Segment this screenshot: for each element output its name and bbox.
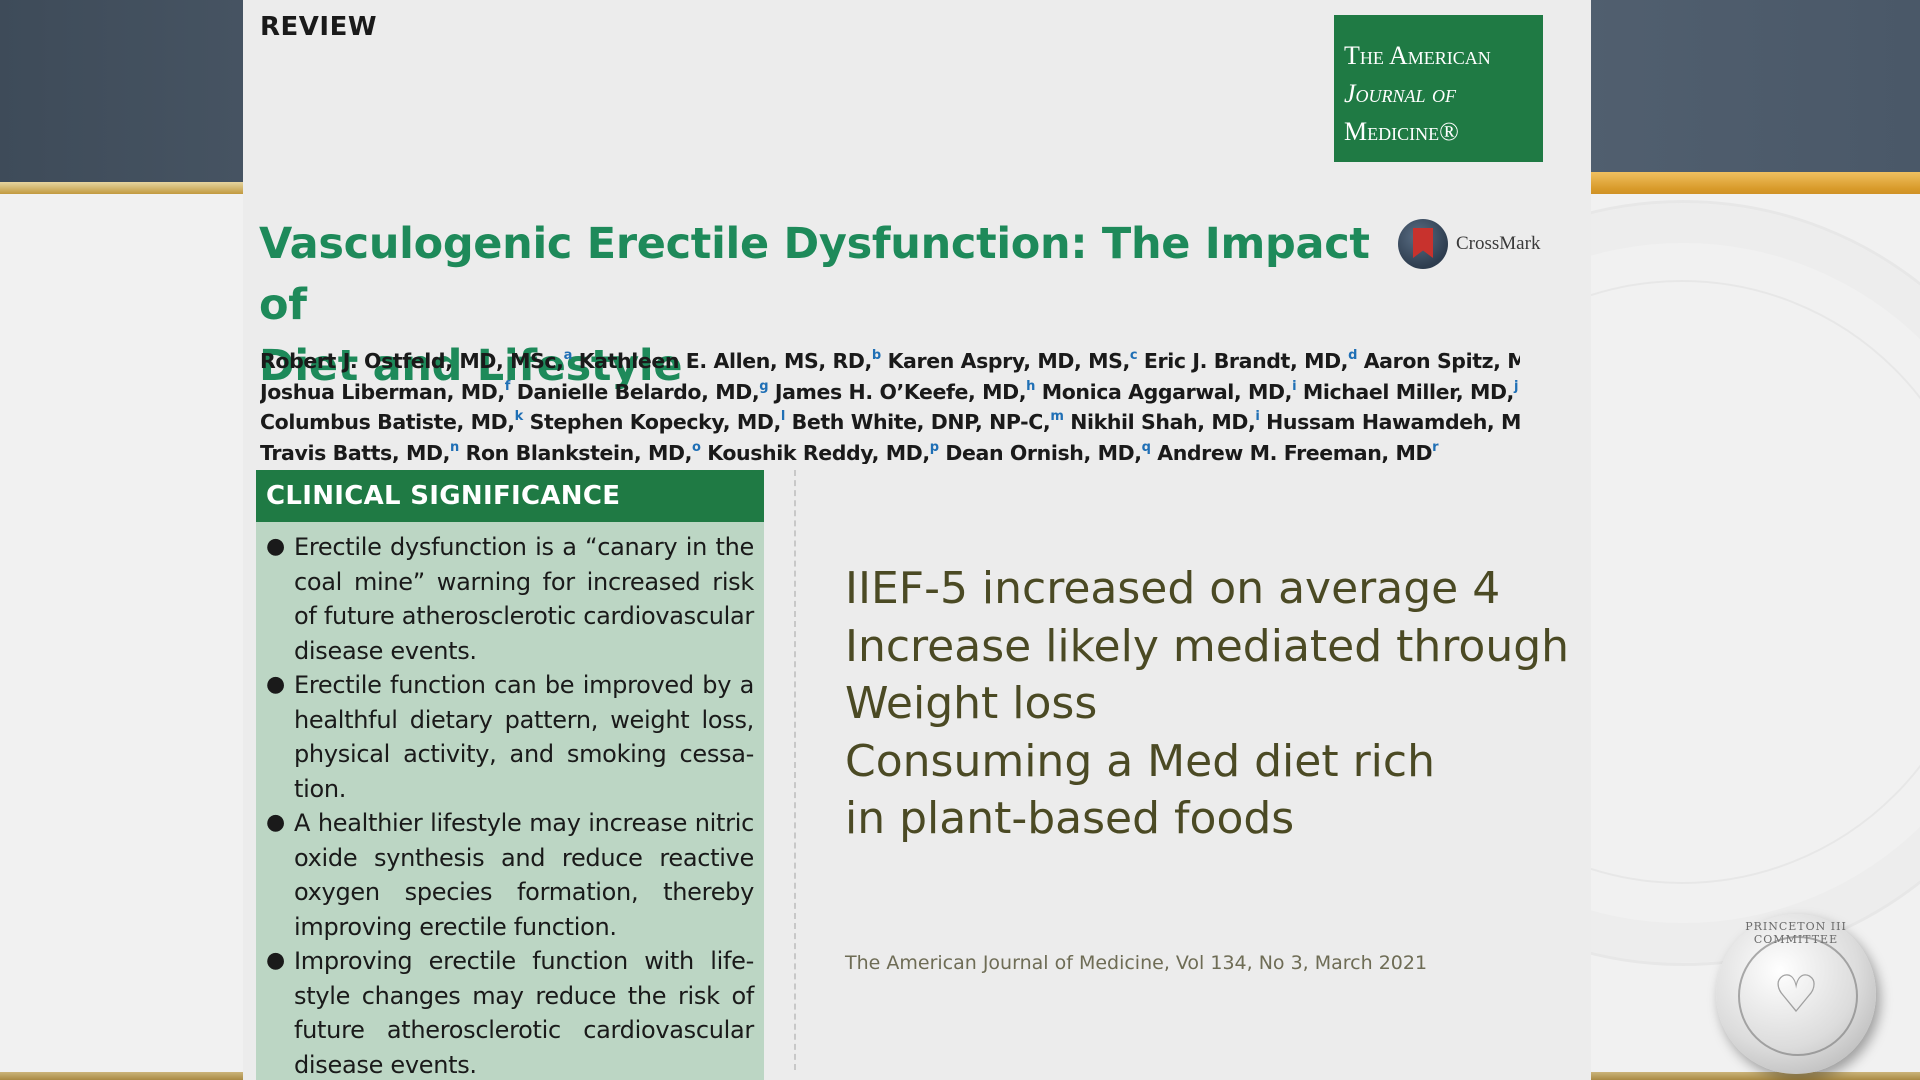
author-name: Koushik Reddy, MD,	[700, 440, 930, 465]
affiliation-marker[interactable]: b	[871, 348, 881, 363]
affiliation-marker[interactable]: p	[929, 439, 939, 455]
author-name: Ron Blankstein, MD,	[458, 440, 693, 465]
article-type-label: REVIEW	[260, 12, 378, 42]
affiliation-marker[interactable]: i	[1292, 378, 1297, 394]
author-name: James H. O’Keefe, MD,	[768, 379, 1027, 404]
clinical-significance-box: CLINICAL SIGNIFICANCE ● Erectile dysfunct…	[256, 470, 764, 1080]
article-title-line2: Diet and Lifestyle	[259, 341, 683, 391]
affiliation-marker[interactable]: m	[1050, 409, 1064, 424]
author-line: Joshua Liberman, MD,f Danielle Belardo, …	[260, 377, 1520, 408]
affiliation-marker[interactable]: k	[514, 409, 524, 424]
author-name: Stephen Kopecky, MD,	[522, 410, 782, 434]
affiliation-marker[interactable]: l	[780, 409, 785, 424]
author-name: Andrew M. Freeman, MD	[1150, 440, 1433, 465]
article-title: Vasculogenic Erectile Dysfunction: The I…	[259, 214, 1379, 397]
author-name: Robert J. Ostfeld, MD, MSc,	[260, 349, 564, 373]
key-point-line: in plant-based foods	[845, 793, 1295, 844]
author-name: Karen Aspry, MD, MS,	[880, 349, 1131, 373]
journal-logo-line1: The American	[1344, 41, 1491, 70]
author-name: Kathleen E. Allen, MS, RD,	[571, 349, 873, 373]
affiliation-marker[interactable]: f	[504, 378, 511, 394]
author-name: Eric J. Brandt, MD,	[1137, 349, 1349, 373]
column-divider	[794, 470, 796, 1070]
author-line: Robert J. Ostfeld, MD, MSc,a Kathleen E.…	[260, 346, 1520, 377]
list-item: ● Erectile function can be improved by a …	[256, 668, 764, 806]
bullet-icon: ●	[266, 672, 285, 697]
author-name: Travis Batts, MD,	[260, 440, 450, 465]
slide-key-points: IIEF-5 increased on average 4 Increase l…	[845, 560, 1569, 848]
affiliation-marker[interactable]: o	[691, 439, 701, 455]
author-name: Beth White, DNP, NP-C,	[784, 410, 1051, 434]
affiliation-marker[interactable]: h	[1026, 378, 1035, 394]
seal-ring	[1738, 936, 1858, 1056]
list-item: ● Erectile dysfunction is a “canary in th…	[256, 530, 764, 668]
heart-icon: ♡	[1772, 966, 1820, 1024]
gold-stripe-left	[0, 182, 250, 194]
journal-logo-line3: Medicine®	[1344, 117, 1459, 146]
journal-logo-line2: Journal of	[1344, 79, 1457, 108]
affiliation-marker[interactable]: r	[1432, 439, 1439, 455]
citation: The American Journal of Medicine, Vol 13…	[845, 952, 1428, 974]
article-title-line1: Vasculogenic Erectile Dysfunction: The I…	[259, 219, 1370, 330]
affiliation-marker[interactable]: d	[1348, 348, 1357, 363]
list-item: ● Improving erectile function with life-s…	[256, 944, 764, 1080]
bullet-icon: ●	[266, 810, 285, 835]
author-name: Hussam Hawamdeh, MD,	[1259, 410, 1520, 434]
author-name: Aaron Spitz, MD,	[1363, 349, 1520, 373]
journal-logo: The American Journal of Medicine®	[1334, 15, 1543, 162]
bullet-icon: ●	[266, 948, 285, 973]
affiliation-marker[interactable]: j	[1513, 378, 1519, 394]
clinical-significance-list: ● Erectile dysfunction is a “canary in th…	[256, 530, 764, 1080]
affiliation-marker[interactable]: n	[450, 439, 459, 455]
crossmark-badge[interactable]: CrossMark	[1398, 219, 1540, 269]
author-line: Columbus Batiste, MD,k Stephen Kopecky, …	[260, 407, 1520, 438]
author-name: Dean Ornish, MD,	[938, 440, 1142, 465]
author-name: Joshua Liberman, MD,	[260, 379, 505, 404]
affiliation-marker[interactable]: c	[1129, 348, 1138, 363]
affiliation-marker[interactable]: q	[1141, 439, 1151, 455]
author-name: Columbus Batiste, MD,	[260, 410, 515, 434]
affiliation-marker[interactable]: i	[1255, 409, 1260, 424]
clinical-significance-heading: CLINICAL SIGNIFICANCE	[256, 470, 764, 522]
affiliation-marker[interactable]: g	[759, 378, 769, 394]
author-name: Michael Miller, MD,	[1296, 379, 1514, 404]
author-line: Travis Batts, MD,n Ron Blankstein, MD,o …	[260, 438, 1520, 465]
crossmark-icon	[1398, 219, 1448, 269]
key-point-line: IIEF-5 increased on average 4	[845, 563, 1501, 614]
author-name: Nikhil Shah, MD,	[1063, 410, 1256, 434]
author-name: Monica Aggarwal, MD,	[1035, 379, 1293, 404]
affiliation-marker[interactable]: a	[563, 348, 573, 363]
princeton-seal-logo: PRINCETON III COMMITTEE ♡	[1716, 914, 1876, 1074]
author-list: Robert J. Ostfeld, MD, MSc,a Kathleen E.…	[260, 346, 1520, 464]
key-point-line: Consuming a Med diet rich	[845, 735, 1435, 787]
key-point-line: Weight loss	[845, 678, 1098, 729]
key-point-line: Increase likely mediated through	[845, 620, 1570, 672]
crossmark-label: CrossMark	[1456, 233, 1541, 254]
bullet-icon: ●	[266, 534, 285, 559]
author-name: Danielle Belardo, MD,	[510, 379, 760, 404]
list-item: ● A healthier lifestyle may increase nitr…	[256, 806, 764, 944]
